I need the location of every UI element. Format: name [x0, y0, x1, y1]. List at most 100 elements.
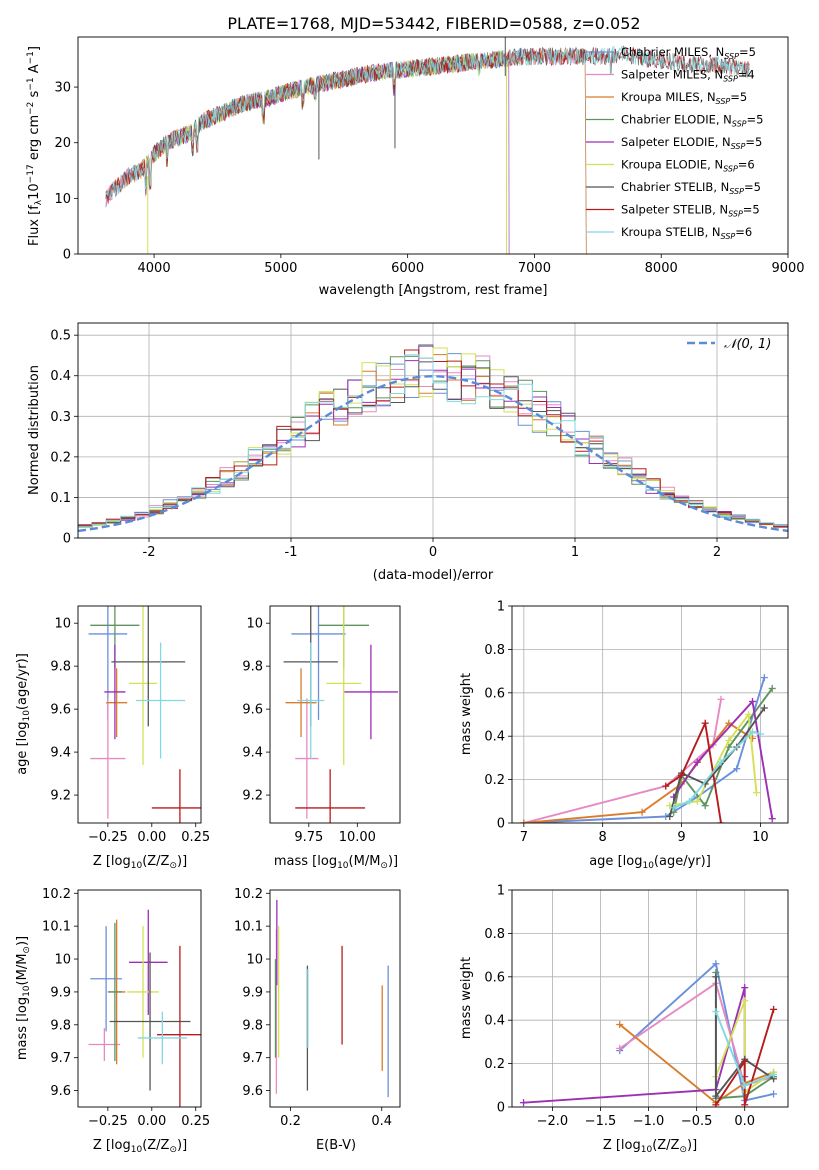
legend-label-count: =5: [730, 90, 747, 104]
age-mass-frame: [269, 605, 401, 824]
y-tick-label: 9.8: [50, 660, 71, 675]
mass-Z-ylabel-part: mass [log: [15, 997, 30, 1060]
weight-Z-xlabel-part: )]: [687, 1138, 697, 1153]
legend-label-count: =5: [744, 180, 761, 194]
weight-Z-xlabel-part: Z [log: [603, 1138, 641, 1153]
figure-title: PLATE=1768, MJD=53442, FIBERID=0588, z=0…: [227, 14, 640, 33]
weight-Z-xlabel-part: (Z/Z: [652, 1138, 679, 1153]
mass-Z-frame: [77, 889, 202, 1108]
legend-label-count: =5: [739, 45, 756, 59]
x-tick-label: 6000: [391, 261, 424, 276]
mass-EBV-axes: 0.2 0.4 9.6 9.7 9.8 9.9 10 10.1 10.2 E(B-V): [234, 887, 401, 1153]
legend-label-count: =5: [745, 135, 762, 149]
spectrum-line: [105, 45, 750, 199]
spectrum-plot-area: [105, 37, 750, 254]
y-tick-label: 10.1: [42, 920, 71, 935]
spectrum-line: [105, 45, 750, 199]
weight-age-xlabel-part: 10: [642, 861, 654, 871]
spectrum-ylabel-part: −17: [26, 164, 36, 183]
y-tick-label: 0.1: [50, 491, 71, 506]
legend-label-name: Kroupa ELODIE, N: [621, 158, 723, 172]
spectrum-ylabel: Flux [fλ10−17 erg cm−2 s−1 A−1]: [26, 46, 44, 246]
legend-label-sub: SSP: [724, 52, 739, 61]
x-tick-label: 9.75: [294, 830, 323, 845]
mass-Z-ylabel-part: 10: [22, 985, 32, 997]
legend-label: Chabrier ELODIE, NSSP=5: [621, 113, 763, 129]
weight-Z-xlabel-part: ⊙: [679, 1145, 687, 1155]
mass-Z-xlabel: Z [log10(Z/Z⊙)]: [93, 1138, 187, 1155]
spectrum-ylabel-part: ]: [27, 46, 42, 51]
weight-Z-axes: −2.0 −1.5 −1.0 −0.5 0.0 0 0.2 0.4 0.6 0.8 1 Z [log1…: [459, 884, 789, 1155]
y-tick-label: 0.5: [50, 329, 71, 344]
x-tick-label: -1: [285, 545, 298, 560]
legend-label: Chabrier STELIB, NSSP=5: [621, 180, 761, 196]
x-tick-label: 10.00: [339, 830, 376, 845]
mass-Z-xlabel-part: ⊙: [169, 1145, 177, 1155]
x-tick-label: 1: [571, 545, 579, 560]
weight-line: [523, 987, 746, 1104]
spectrum-ylabel-part: s: [27, 90, 42, 101]
x-tick-label: 9000: [771, 261, 804, 276]
y-tick-label: 10: [246, 617, 263, 632]
legend-label-sub: SSP: [731, 142, 746, 151]
age-Z-xlabel-part: ⊙: [169, 861, 177, 871]
age-mass-xlabel-part: ⊙: [380, 861, 388, 871]
y-tick-label: 0.3: [50, 410, 71, 425]
legend-label-name: Chabrier STELIB, N: [621, 180, 729, 194]
y-tick-label: 9.6: [242, 1084, 263, 1099]
age-mass-xlabel-part: 10: [337, 861, 349, 871]
legend-label-name: Kroupa MILES, N: [621, 90, 716, 104]
y-tick-label: 9.8: [50, 1018, 71, 1033]
legend-label: Chabrier MILES, NSSP=5: [621, 45, 756, 61]
legend-label-name: Kroupa STELIB, N: [621, 225, 721, 239]
y-tick-label: 10.1: [234, 920, 263, 935]
weight-line: [715, 1000, 775, 1094]
y-tick-label: 10: [54, 192, 71, 207]
weight-Z-xlabel: Z [log10(Z/Z⊙)]: [603, 1138, 697, 1155]
age-Z-frame: [77, 605, 202, 824]
legend-label: Kroupa STELIB, NSSP=6: [621, 225, 752, 241]
legend-label-name: Salpeter ELODIE, N: [621, 135, 731, 149]
age-Z-ylabel-part: age [log: [15, 722, 30, 775]
mass-Z-ylabel: mass [log10(M/M⊙)]: [15, 936, 32, 1060]
mass-Z-ylabel-part: )]: [15, 936, 30, 946]
mass-Z-xlabel-part: )]: [177, 1138, 187, 1153]
y-tick-label: 9.8: [242, 660, 263, 675]
mass-Z-plot-area: [88, 909, 201, 1107]
y-tick-label: 1: [497, 884, 505, 899]
spectrum-xlabel: wavelength [Angstrom, rest frame]: [319, 283, 548, 298]
x-tick-label: −0.25: [88, 830, 128, 845]
y-tick-label: 9.2: [50, 789, 71, 804]
y-tick-label: 0: [497, 817, 505, 832]
y-tick-label: 0.8: [484, 927, 505, 942]
y-tick-label: 10: [54, 617, 71, 632]
weight-line: [672, 699, 774, 819]
x-tick-label: 7000: [518, 261, 551, 276]
spectrum-ylabel-part: −1: [26, 51, 36, 64]
weight-Z-xlabel-part: 10: [641, 1145, 653, 1155]
age-Z-xlabel-part: (Z/Z: [142, 854, 169, 869]
mass-Z-xlabel-part: Z [log: [93, 1138, 131, 1153]
legend-label-count: =4: [738, 68, 755, 82]
residuals-frame: [77, 322, 789, 539]
mass-Z-xlabel-part: (Z/Z: [142, 1138, 169, 1153]
legend-label-sub: SSP: [721, 232, 736, 241]
x-tick-label: 0.25: [181, 1114, 210, 1129]
spectrum-ylabel-part: Flux [f: [27, 205, 42, 246]
legend-label-sub: SSP: [723, 165, 738, 174]
legend-label-count: =5: [747, 113, 764, 127]
x-tick-label: −0.5: [681, 1114, 713, 1129]
weight-age-plot-area: [512, 606, 788, 823]
legend-label-name: Salpeter MILES, N: [621, 68, 723, 82]
legend-label: Salpeter ELODIE, NSSP=5: [621, 135, 762, 151]
residuals-ylabel: Normed distribution: [27, 365, 42, 495]
y-tick-label: 0.6: [484, 686, 505, 701]
y-tick-label: 9.9: [242, 985, 263, 1000]
mass-Z-axes: −0.25 0.00 0.25 9.6 9.7 9.8 9.9 10 10.1 10.2 Z [lo…: [15, 887, 210, 1155]
y-tick-label: 0.8: [484, 643, 505, 658]
age-mass-xlabel-part: )]: [388, 854, 398, 869]
spectrum-axes: 4000 5000 6000 7000 8000 9000 0 10 20 30 Chabrier …: [26, 36, 805, 298]
age-Z-plot-area: [88, 606, 201, 823]
